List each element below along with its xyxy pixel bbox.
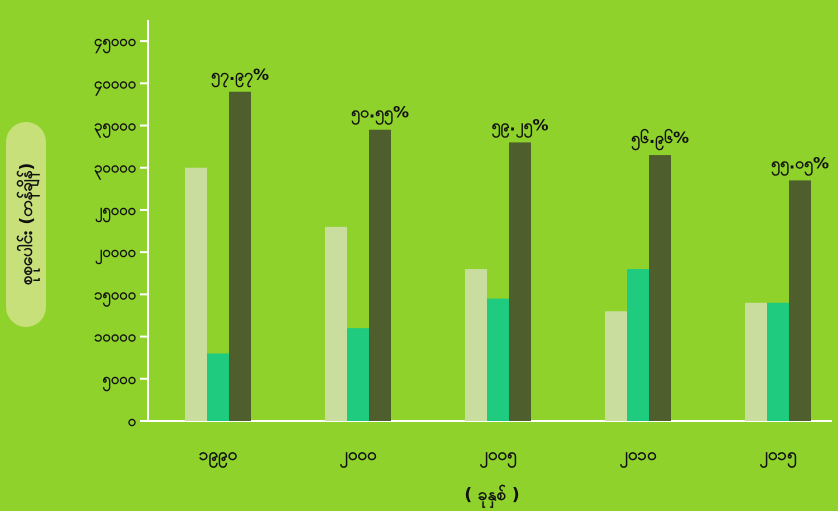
y-axis-label: စုစုပေါင်း (တန်ချိန်)	[15, 163, 41, 286]
bar	[185, 167, 207, 421]
y-tick-label: ၂၀၀၀၀	[95, 243, 137, 265]
percent-annotation: ၅၆.၉၆%	[631, 128, 689, 151]
percent-annotation: ၅၇.၉၇%	[211, 65, 269, 88]
y-label-pill	[6, 122, 46, 327]
x-axis-label: ( ခုနှစ် )	[464, 484, 519, 509]
y-tick-label: ၃၅၀၀၀	[94, 117, 137, 139]
bar	[229, 91, 251, 421]
y-tick-label: ၂၅၀၀၀	[95, 201, 137, 223]
bar	[207, 353, 229, 421]
percent-annotation: ၅၀.၅၅%	[351, 103, 409, 126]
bar	[465, 269, 487, 421]
y-tick-label: ၅၀၀၀	[102, 370, 136, 392]
bar	[627, 269, 649, 421]
bar	[509, 142, 531, 421]
y-tick-label: ၃၀၀၀၀	[94, 159, 137, 181]
y-tick-label: ၁၅၀၀၀	[94, 285, 137, 307]
y-tick-label: ၄၀၀၀၀	[94, 74, 137, 96]
bar	[649, 155, 671, 422]
percent-annotation: ၅၉.၂၅%	[492, 115, 549, 138]
bar	[745, 302, 767, 421]
bar	[767, 302, 789, 421]
bar	[325, 226, 347, 421]
bar	[369, 129, 391, 421]
percent-annotation: ၅၅.၀၅%	[771, 153, 829, 176]
y-tick-label: ၀	[128, 412, 137, 430]
bar	[347, 328, 369, 421]
x-tick-label: ၂၀၁၀	[619, 445, 656, 469]
bar	[487, 298, 509, 421]
bar	[605, 311, 627, 421]
y-tick-label: ၄၅၀၀၀	[94, 32, 137, 54]
bar	[789, 180, 811, 421]
x-tick-label: ၂၀၀၀	[339, 445, 376, 469]
x-tick-label: ၂၀၀၅	[479, 445, 516, 469]
y-tick-label: ၁၀၀၀၀	[94, 328, 137, 346]
x-tick-label: ၁၉၉၀	[199, 445, 238, 469]
x-tick-label: ၂၀၁၅	[759, 445, 796, 469]
